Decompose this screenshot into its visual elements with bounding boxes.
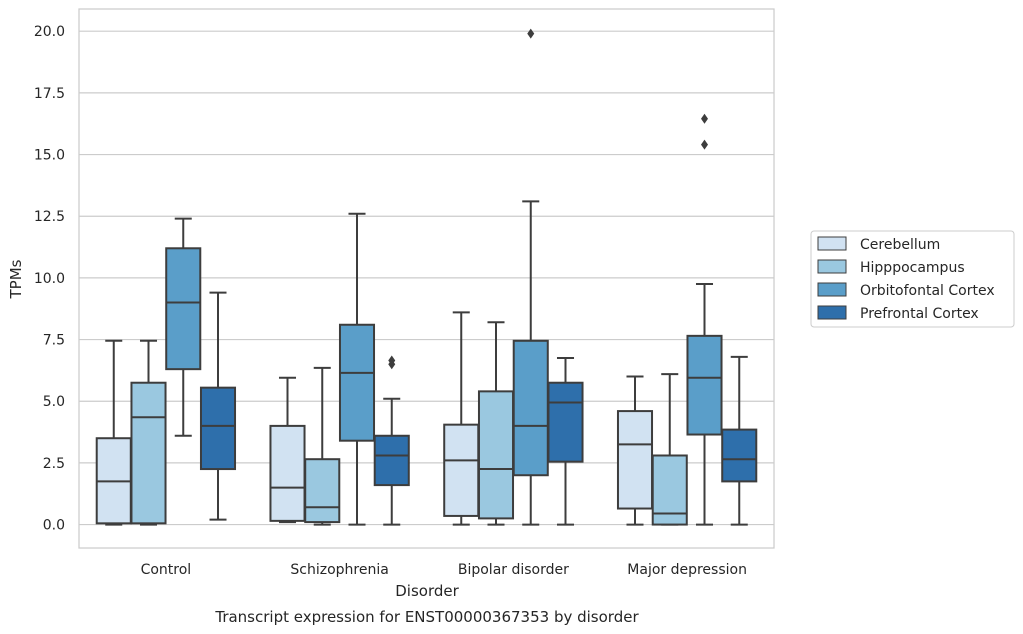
y-tick-label: 10.0 [34, 271, 65, 287]
y-tick-label: 2.5 [43, 456, 65, 472]
outlier-point [388, 355, 396, 366]
box-2-2 [512, 28, 549, 526]
legend-swatch [817, 259, 847, 274]
box-iqr [477, 390, 515, 520]
box-1-2 [338, 212, 376, 526]
y-tick-label: 5.0 [43, 394, 65, 410]
legend-frame [810, 230, 1015, 328]
outlier-point [701, 139, 708, 150]
y-tick-labels: 0.0 2.5 5.0 7.5 10.0 12.5 15.0 17.5 20.0 [34, 24, 65, 533]
box-iqr [304, 458, 341, 524]
x-tick-labels: Control Schizophrenia Bipolar disorder Majo… [141, 562, 747, 578]
box-iqr [130, 381, 167, 525]
y-tick-label: 12.5 [34, 209, 65, 225]
y-axis-label: TPMs [7, 259, 25, 299]
box-iqr [199, 386, 237, 471]
legend: Cerebellum Hipppocampus Orbitofontal Corte… [810, 230, 1015, 328]
box-0-2 [165, 217, 202, 437]
box-0-3 [199, 291, 237, 521]
box-0-0 [95, 339, 132, 526]
x-axis-label: Disorder [395, 582, 459, 600]
box-1-1 [304, 366, 341, 526]
box-3-3 [721, 355, 758, 526]
y-tick-label: 20.0 [34, 24, 65, 40]
legend-swatch [817, 305, 847, 320]
box-3-1 [651, 373, 688, 526]
chart-title: Transcript expression for ENST0000036735… [214, 608, 639, 626]
outlier-point [527, 28, 535, 39]
box-1-3 [373, 355, 410, 526]
outlier-point [701, 113, 708, 124]
box-iqr [443, 423, 480, 517]
box-iqr [165, 247, 202, 371]
legend-label: Hipppocampus [860, 260, 965, 276]
plot-frame [78, 8, 775, 549]
box-iqr [686, 334, 723, 436]
box-1-0 [269, 376, 306, 524]
box-2-3 [547, 357, 584, 526]
legend-swatch [817, 236, 847, 251]
y-tick-label: 17.5 [34, 86, 65, 102]
box-2-0 [443, 311, 480, 526]
legend-label: Cerebellum [860, 237, 940, 253]
box-iqr [547, 381, 584, 463]
y-tick-label: 0.0 [43, 518, 65, 534]
box-iqr [373, 434, 410, 487]
box-iqr [269, 424, 306, 522]
box-3-2 [686, 113, 723, 526]
x-tick-label: Control [141, 562, 192, 578]
box-iqr [721, 428, 758, 483]
legend-swatch [817, 282, 847, 297]
box-3-0 [616, 375, 654, 526]
box-iqr [616, 410, 654, 510]
y-tick-label: 15.0 [34, 148, 65, 164]
x-tick-label: Major depression [627, 562, 747, 578]
box-2-1 [477, 321, 515, 526]
box-marks [95, 28, 758, 526]
legend-label: Orbitofontal Cortex [860, 283, 995, 299]
y-tick-label: 7.5 [43, 333, 65, 349]
box-iqr [338, 323, 376, 442]
x-tick-label: Bipolar disorder [458, 562, 569, 578]
box-iqr [512, 339, 549, 477]
x-tick-label: Schizophrenia [290, 562, 388, 578]
legend-label: Prefrontal Cortex [860, 306, 979, 322]
box-0-1 [130, 339, 167, 526]
